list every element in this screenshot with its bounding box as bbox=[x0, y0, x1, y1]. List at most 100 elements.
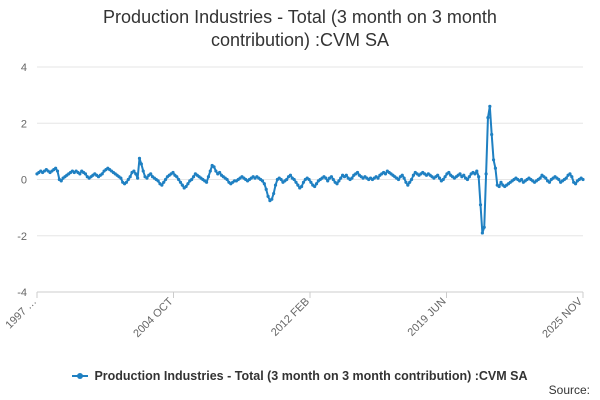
data-point[interactable] bbox=[262, 182, 266, 186]
data-point[interactable] bbox=[149, 172, 153, 176]
data-point[interactable] bbox=[484, 172, 488, 176]
data-point[interactable] bbox=[443, 175, 447, 179]
data-point[interactable] bbox=[436, 173, 440, 177]
data-point[interactable] bbox=[519, 177, 524, 182]
data-point[interactable] bbox=[208, 169, 212, 173]
data-point[interactable] bbox=[191, 175, 196, 179]
data-point[interactable] bbox=[190, 177, 194, 182]
data-point[interactable] bbox=[499, 180, 503, 184]
data-point[interactable] bbox=[465, 177, 470, 182]
data-point[interactable] bbox=[568, 172, 572, 176]
data-point[interactable] bbox=[488, 104, 492, 108]
data-point[interactable] bbox=[163, 177, 168, 182]
data-point[interactable] bbox=[406, 183, 410, 187]
data-point[interactable] bbox=[137, 156, 142, 161]
data-point[interactable] bbox=[175, 175, 179, 179]
data-point[interactable] bbox=[350, 176, 354, 180]
series-line[interactable] bbox=[36, 105, 584, 234]
data-point[interactable] bbox=[441, 177, 445, 182]
data-point[interactable] bbox=[212, 165, 216, 169]
data-point[interactable] bbox=[482, 225, 486, 229]
data-point[interactable] bbox=[462, 173, 466, 177]
data-point[interactable] bbox=[402, 176, 406, 180]
data-point[interactable] bbox=[478, 203, 483, 207]
data-point[interactable] bbox=[376, 176, 380, 180]
data-point[interactable] bbox=[404, 180, 408, 184]
data-point[interactable] bbox=[136, 176, 140, 180]
data-point[interactable] bbox=[538, 176, 542, 180]
data-point[interactable] bbox=[486, 116, 490, 120]
data-point[interactable] bbox=[458, 172, 462, 176]
data-point[interactable] bbox=[570, 175, 574, 179]
data-point[interactable] bbox=[301, 180, 306, 184]
data-point[interactable] bbox=[141, 169, 145, 173]
data-point[interactable] bbox=[279, 177, 283, 182]
data-point[interactable] bbox=[128, 175, 132, 179]
data-point[interactable] bbox=[544, 176, 548, 180]
data-point[interactable] bbox=[78, 172, 82, 176]
legend[interactable]: Production Industries - Total (3 month o… bbox=[0, 366, 600, 383]
data-point[interactable] bbox=[54, 166, 58, 170]
data-point[interactable] bbox=[296, 183, 300, 187]
data-point[interactable] bbox=[408, 180, 412, 184]
data-point[interactable] bbox=[214, 169, 218, 173]
legend-item[interactable]: Production Industries - Total (3 month o… bbox=[72, 369, 528, 383]
data-point[interactable] bbox=[411, 173, 416, 177]
data-point[interactable] bbox=[447, 170, 451, 175]
data-point[interactable] bbox=[266, 194, 270, 198]
data-point[interactable] bbox=[467, 175, 471, 179]
data-point[interactable] bbox=[186, 182, 190, 186]
data-point[interactable] bbox=[180, 183, 184, 187]
data-point[interactable] bbox=[145, 176, 149, 180]
data-point[interactable] bbox=[409, 177, 414, 182]
data-point[interactable] bbox=[324, 176, 328, 180]
data-point[interactable] bbox=[59, 179, 63, 183]
data-point[interactable] bbox=[132, 169, 136, 173]
data-point[interactable] bbox=[218, 170, 222, 175]
data-point[interactable] bbox=[288, 173, 293, 177]
data-point[interactable] bbox=[156, 179, 160, 183]
data-point[interactable] bbox=[309, 180, 313, 184]
data-point[interactable] bbox=[497, 184, 501, 189]
data-point[interactable] bbox=[329, 175, 334, 179]
data-point[interactable] bbox=[171, 170, 175, 175]
data-point[interactable] bbox=[124, 180, 129, 184]
data-point[interactable] bbox=[184, 184, 188, 189]
data-point[interactable] bbox=[490, 132, 494, 137]
data-point[interactable] bbox=[335, 182, 339, 186]
data-point[interactable] bbox=[285, 177, 289, 182]
data-point[interactable] bbox=[396, 177, 401, 182]
data-point[interactable] bbox=[55, 169, 60, 173]
data-point[interactable] bbox=[260, 179, 265, 183]
data-point[interactable] bbox=[473, 172, 477, 176]
data-point[interactable] bbox=[270, 197, 274, 201]
data-point[interactable] bbox=[162, 180, 166, 184]
data-point[interactable] bbox=[225, 177, 229, 182]
data-point[interactable] bbox=[272, 191, 276, 196]
data-point[interactable] bbox=[491, 158, 496, 162]
data-point[interactable] bbox=[480, 231, 484, 235]
data-point[interactable] bbox=[264, 187, 268, 191]
data-point[interactable] bbox=[547, 180, 552, 184]
data-point[interactable] bbox=[477, 175, 481, 179]
data-point[interactable] bbox=[83, 172, 88, 176]
series-production-industries[interactable] bbox=[35, 104, 585, 235]
data-point[interactable] bbox=[294, 180, 298, 184]
data-point[interactable] bbox=[355, 170, 360, 175]
data-point[interactable] bbox=[126, 177, 130, 182]
data-point[interactable] bbox=[273, 183, 278, 187]
data-point[interactable] bbox=[204, 180, 209, 184]
data-point[interactable] bbox=[100, 172, 104, 176]
data-point[interactable] bbox=[573, 182, 578, 186]
data-point[interactable] bbox=[307, 177, 311, 182]
data-point[interactable] bbox=[300, 184, 304, 189]
data-point[interactable] bbox=[134, 172, 138, 176]
data-point[interactable] bbox=[119, 176, 123, 180]
data-point[interactable] bbox=[292, 177, 296, 182]
data-point[interactable] bbox=[493, 166, 498, 170]
data-point[interactable] bbox=[139, 162, 143, 166]
data-point[interactable] bbox=[337, 179, 341, 183]
data-point[interactable] bbox=[475, 169, 479, 173]
data-point[interactable] bbox=[314, 182, 319, 186]
data-point[interactable] bbox=[326, 179, 330, 183]
